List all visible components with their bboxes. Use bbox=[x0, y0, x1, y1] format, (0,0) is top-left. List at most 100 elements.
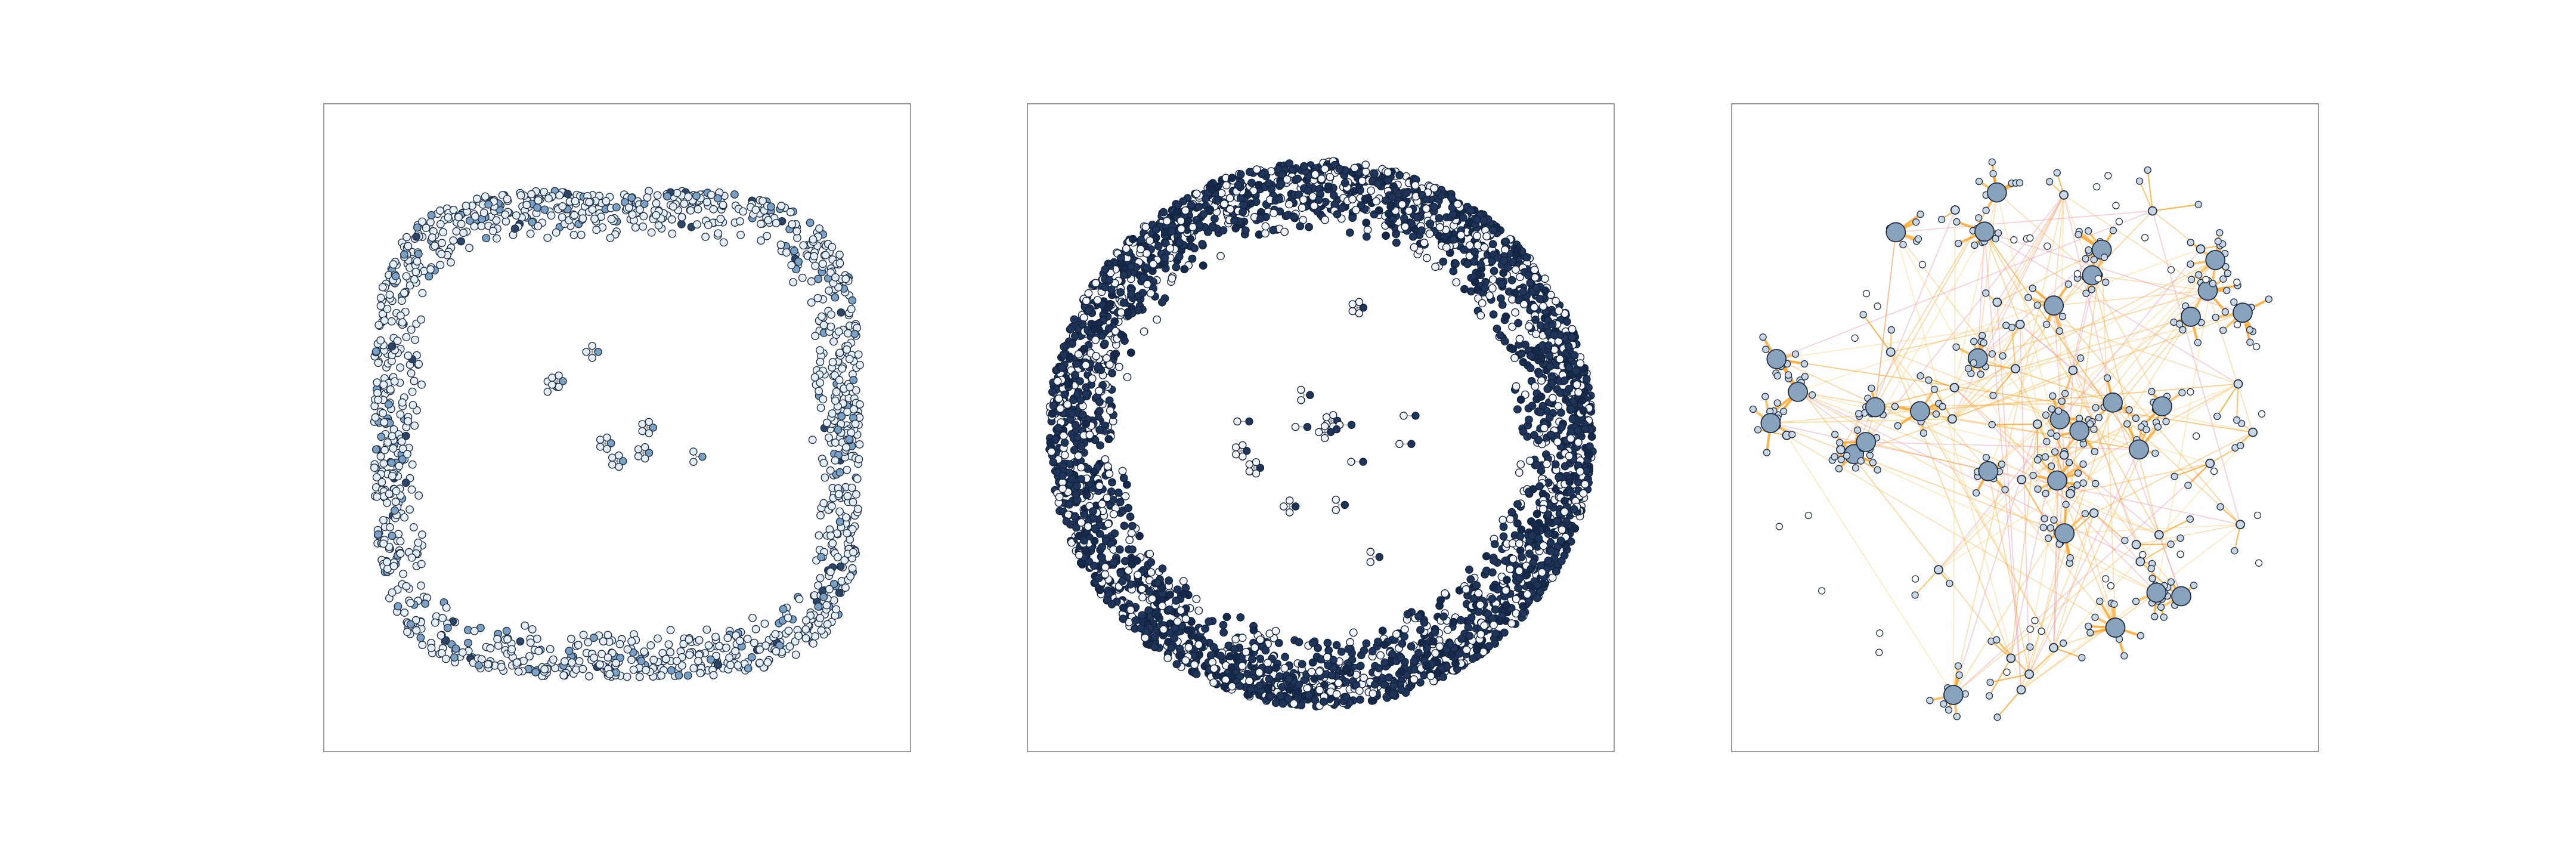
graph-node bbox=[388, 532, 397, 540]
graph-node bbox=[376, 336, 385, 345]
graph-node bbox=[816, 614, 825, 623]
graph-node bbox=[465, 243, 473, 252]
graph-node bbox=[507, 645, 516, 654]
graph-node bbox=[1132, 557, 1141, 565]
graph-node bbox=[1165, 605, 1174, 614]
graph-node bbox=[1236, 170, 1245, 179]
graph-node bbox=[477, 222, 486, 230]
graph-node bbox=[579, 631, 588, 639]
graph-node bbox=[1110, 350, 1119, 359]
graph-node bbox=[669, 202, 677, 211]
graph-node bbox=[582, 348, 590, 356]
graph-node bbox=[1342, 665, 1351, 673]
graph-node bbox=[693, 220, 701, 229]
graph-node bbox=[846, 383, 854, 391]
graph-node bbox=[1261, 222, 1270, 231]
graph-node bbox=[635, 672, 644, 681]
graph-node bbox=[696, 669, 705, 678]
graph-node bbox=[811, 332, 820, 341]
graph-node bbox=[692, 191, 701, 200]
graph-node bbox=[1402, 189, 1411, 197]
graph-node bbox=[1173, 617, 1182, 626]
graph-node bbox=[378, 283, 387, 292]
graph-node bbox=[458, 648, 467, 657]
graph-node bbox=[481, 192, 490, 201]
graph-node bbox=[392, 487, 401, 496]
graph-node bbox=[1075, 551, 1083, 560]
graph-node bbox=[719, 200, 727, 209]
graph-node bbox=[400, 513, 409, 522]
graph-node bbox=[1355, 687, 1364, 695]
graph-node bbox=[637, 657, 646, 665]
graph-node bbox=[417, 380, 426, 389]
graph-node bbox=[1145, 236, 1154, 245]
graph-node bbox=[389, 260, 398, 269]
graph-node bbox=[1205, 617, 1213, 626]
graph-node bbox=[810, 373, 819, 382]
graph-node bbox=[619, 457, 627, 465]
graph-node bbox=[823, 620, 832, 629]
graph-node bbox=[1460, 245, 1469, 254]
graph-node bbox=[1154, 242, 1163, 251]
graph-node bbox=[640, 443, 649, 452]
graph-node bbox=[567, 635, 575, 643]
graph-node bbox=[1085, 557, 1094, 566]
graph-node bbox=[1082, 419, 1091, 428]
graph-node bbox=[686, 206, 695, 215]
graph-node bbox=[1470, 278, 1479, 286]
graph-node bbox=[407, 325, 416, 334]
graph-node bbox=[408, 460, 417, 469]
graph-node bbox=[379, 459, 388, 468]
graph-node bbox=[512, 211, 521, 220]
graph-node bbox=[785, 642, 794, 651]
graph-node bbox=[1453, 200, 1462, 209]
graph-node bbox=[849, 548, 857, 557]
graph-node bbox=[1117, 330, 1126, 339]
graph-node bbox=[1095, 586, 1104, 595]
graph-node bbox=[1518, 609, 1527, 618]
graph-node bbox=[403, 628, 411, 636]
graph-node bbox=[387, 317, 396, 326]
graph-node bbox=[1490, 556, 1498, 565]
graph-node bbox=[1350, 187, 1359, 196]
graph-node bbox=[1181, 656, 1190, 665]
graph-node bbox=[751, 205, 760, 214]
graph-node bbox=[756, 645, 764, 654]
graph-node bbox=[559, 671, 568, 680]
graph-node bbox=[588, 354, 596, 362]
graph-node bbox=[1585, 442, 1594, 451]
graph-node bbox=[1507, 619, 1516, 628]
graph-node bbox=[1370, 169, 1379, 178]
graph-node bbox=[1466, 575, 1475, 584]
graph-node bbox=[1565, 385, 1574, 393]
graph-node bbox=[1426, 219, 1435, 228]
graph-node bbox=[383, 438, 392, 447]
graph-node bbox=[1172, 208, 1181, 217]
graph-node bbox=[486, 644, 495, 653]
graph-node bbox=[570, 211, 579, 220]
graph-node bbox=[1525, 322, 1534, 331]
graph-node bbox=[1355, 309, 1364, 317]
graph-node bbox=[1546, 539, 1555, 547]
graph-node bbox=[1210, 214, 1219, 223]
graph-node bbox=[629, 665, 638, 674]
graph-node bbox=[816, 511, 825, 520]
graph-node bbox=[1184, 643, 1193, 652]
graph-node bbox=[427, 211, 436, 220]
graph-node bbox=[1141, 223, 1150, 231]
graph-node bbox=[1145, 549, 1154, 558]
graph-node bbox=[818, 259, 827, 268]
graph-node bbox=[412, 232, 420, 241]
graph-node bbox=[571, 197, 580, 205]
graph-node bbox=[1172, 660, 1181, 669]
graph-node bbox=[1551, 460, 1560, 469]
graph-node bbox=[1389, 690, 1398, 699]
graph-node bbox=[594, 348, 602, 356]
graph-node bbox=[1048, 409, 1057, 418]
graph-node bbox=[1544, 557, 1553, 565]
graph-node bbox=[1089, 467, 1098, 476]
graph-node bbox=[1556, 355, 1564, 363]
graph-node bbox=[1108, 478, 1116, 487]
graph-node bbox=[603, 631, 612, 639]
graph-node bbox=[1264, 179, 1273, 188]
